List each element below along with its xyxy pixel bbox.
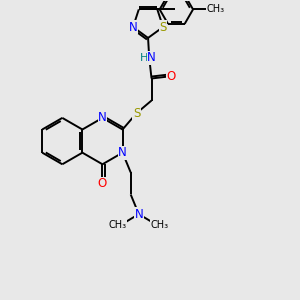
Text: H: H [140, 52, 148, 63]
Text: N: N [98, 111, 107, 124]
Text: N: N [118, 146, 127, 159]
Text: CH₃: CH₃ [109, 220, 127, 230]
Text: CH₃: CH₃ [151, 220, 169, 230]
Text: CH₃: CH₃ [207, 4, 225, 14]
Text: N: N [134, 208, 143, 220]
Text: N: N [129, 20, 137, 34]
Text: S: S [133, 107, 140, 120]
Text: N: N [147, 51, 156, 64]
Text: S: S [159, 20, 167, 34]
Text: O: O [98, 178, 107, 190]
Text: O: O [167, 70, 176, 83]
